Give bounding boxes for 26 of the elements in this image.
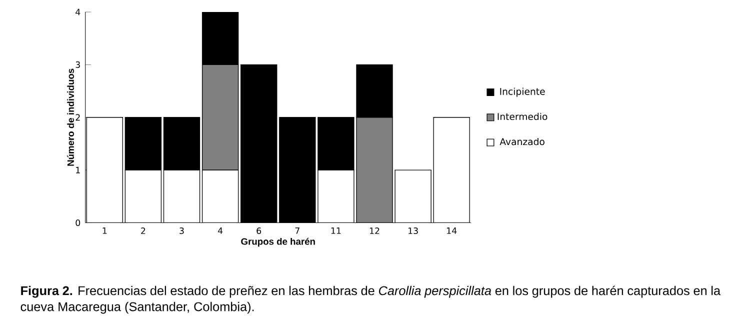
bar — [240, 64, 278, 223]
x-tick-label: 3 — [180, 228, 184, 234]
bar — [356, 117, 393, 223]
y-tick-label: 3 — [76, 62, 80, 68]
x-tick-label: 12 — [370, 228, 380, 234]
y-tick-label: 4 — [76, 8, 80, 16]
text: Figura 2. Frecuencias del estado de preñez en las hembras de Carollia perspicillata en los grupos de harén capturados en la cueva Macaregua (Santander, Colombia). — [20, 286, 721, 314]
legend-label: Intermedio — [498, 112, 548, 120]
x-axis-title: Grupos de harén — [241, 238, 315, 247]
bar — [279, 117, 316, 223]
y-tick-label: 0 — [76, 220, 80, 226]
x-tick-label: 6 — [256, 228, 262, 234]
legend-label: Avanzado — [500, 138, 544, 146]
x-tick-label: 2 — [141, 228, 146, 234]
x-tick-label: 11 — [331, 228, 341, 234]
x-tick-label: 14 — [447, 228, 457, 234]
y-axis-title: Número de individuos — [67, 68, 74, 166]
x-tick-label: 7 — [295, 228, 300, 234]
x-tick-label: 13 — [408, 228, 418, 234]
y-tick-label: 1 — [76, 167, 80, 174]
x-tick-label: 1 — [102, 228, 107, 234]
bar — [433, 117, 470, 223]
x-tick-label: 4 — [218, 228, 223, 234]
legend-label: Incipiente — [500, 88, 545, 97]
bar — [202, 64, 239, 171]
y-tick-label: 2 — [76, 114, 80, 121]
